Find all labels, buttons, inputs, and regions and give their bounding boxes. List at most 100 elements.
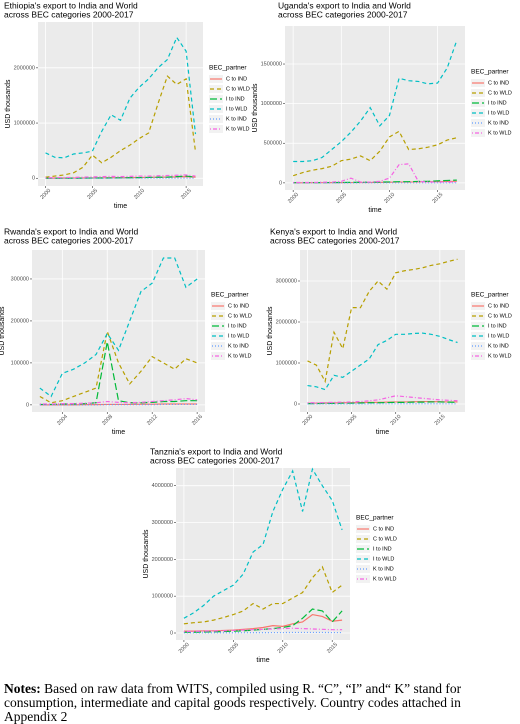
legend-label: K to IND <box>373 566 394 572</box>
legend-label: K to WLD <box>488 353 512 359</box>
x-tick-label: 2016 <box>191 414 204 427</box>
y-tick-label: 300000 <box>11 276 29 282</box>
x-tick-label: 2008 <box>101 414 114 427</box>
chart-title: across BEC categories 2000-2017 <box>4 9 134 19</box>
legend-title: BEC_partner <box>209 65 247 72</box>
x-tick-label: 2010 <box>133 188 146 201</box>
chart-title: across BEC categories 2000-2017 <box>4 235 134 245</box>
y-tick-label: 2000000 <box>152 557 173 563</box>
y-tick-label: 3000000 <box>152 520 173 526</box>
chart-panel: Tanznia's export to India and Worldacros… <box>143 446 397 664</box>
plot-background <box>32 250 205 412</box>
y-tick-label: 1000000 <box>276 360 297 366</box>
x-tick-label: 2000 <box>301 414 314 427</box>
y-axis-label: USD thousands <box>252 83 259 133</box>
x-tick-label: 2010 <box>277 642 290 655</box>
legend-label: I to WLD <box>226 106 247 112</box>
y-tick-label: 1000000 <box>152 594 173 600</box>
y-axis-label: USD thousands <box>267 306 274 356</box>
legend-label: C to WLD <box>226 86 250 92</box>
legend-label: C to WLD <box>228 313 252 319</box>
x-tick-label: 2010 <box>390 414 403 427</box>
x-tick-label: 2005 <box>86 188 99 201</box>
y-tick-label: 4000000 <box>152 483 173 489</box>
legend-label: C to IND <box>226 76 247 82</box>
x-tick-label: 2000 <box>178 642 191 655</box>
notes-label: Notes: <box>4 681 41 696</box>
y-tick-label: 2000000 <box>276 319 297 325</box>
y-tick-label: 3000000 <box>276 278 297 284</box>
y-tick-label: 100000 <box>11 360 29 366</box>
x-tick-label: 2004 <box>56 414 69 427</box>
x-tick-label: 2015 <box>326 642 339 655</box>
legend-label: K to WLD <box>226 126 250 132</box>
legend-title: BEC_partner <box>356 515 394 522</box>
chart-panel: Rwanda's export to India and Worldacross… <box>0 226 252 436</box>
y-tick-label: 2000000 <box>14 65 35 71</box>
y-tick-label: 1500000 <box>261 61 282 67</box>
chart-title: across BEC categories 2000-2017 <box>278 9 408 19</box>
x-tick-label: 2000 <box>39 188 52 201</box>
chart-panel: Kenya's export to India and Worldacross … <box>267 226 512 436</box>
x-tick-label: 2015 <box>180 188 193 201</box>
y-tick-label: 0 <box>26 402 29 408</box>
y-axis-label: USD thousands <box>143 529 150 579</box>
x-tick-label: 2005 <box>335 192 348 205</box>
y-tick-label: 0 <box>294 401 297 407</box>
legend-label: I to IND <box>228 323 247 329</box>
legend-label: I to WLD <box>488 333 509 339</box>
legend-label: C to IND <box>373 526 394 532</box>
legend-title: BEC_partner <box>471 69 509 76</box>
chart-title: across BEC categories 2000-2017 <box>150 455 280 465</box>
legend-label: I to IND <box>488 100 507 106</box>
legend-title: BEC_partner <box>211 292 249 299</box>
x-axis-label: time <box>112 429 125 436</box>
x-tick-label: 2012 <box>146 414 159 427</box>
legend-label: I to WLD <box>373 556 394 562</box>
notes: Notes: Based on raw data from WITS, comp… <box>4 682 516 724</box>
legend-label: I to WLD <box>488 110 509 116</box>
legend-title: BEC_partner <box>471 292 509 299</box>
legend-label: C to WLD <box>488 313 512 319</box>
x-axis-label: time <box>114 203 127 210</box>
figure: Ethiopia's export to India and Worldacro… <box>0 0 520 680</box>
legend-label: K to WLD <box>373 576 397 582</box>
y-axis-label: USD thousands <box>5 79 12 129</box>
x-tick-label: 2005 <box>227 642 240 655</box>
x-axis-label: time <box>368 207 381 214</box>
x-tick-label: 2015 <box>434 414 447 427</box>
y-tick-label: 1000000 <box>261 101 282 107</box>
y-tick-label: 0 <box>32 176 35 182</box>
y-tick-label: 0 <box>170 630 173 636</box>
x-axis-label: time <box>376 429 389 436</box>
legend-label: I to WLD <box>228 333 249 339</box>
x-tick-label: 2000 <box>287 192 300 205</box>
legend-label: K to IND <box>488 120 509 126</box>
chart-panel: Uganda's export to India and Worldacross… <box>252 0 512 214</box>
legend-label: K to WLD <box>228 353 252 359</box>
legend-label: C to IND <box>488 303 509 309</box>
x-axis-label: time <box>256 657 269 664</box>
chart-title: across BEC categories 2000-2017 <box>270 235 400 245</box>
x-tick-label: 2015 <box>431 192 444 205</box>
legend-label: I to IND <box>373 546 392 552</box>
y-tick-label: 0 <box>279 180 282 186</box>
legend-label: C to IND <box>228 303 249 309</box>
x-tick-label: 2005 <box>345 414 358 427</box>
legend-label: K to IND <box>228 343 249 349</box>
legend-label: K to IND <box>488 343 509 349</box>
plot-background <box>38 22 203 186</box>
plot-background <box>176 468 350 640</box>
x-tick-label: 2010 <box>383 192 396 205</box>
legend-label: I to IND <box>226 96 245 102</box>
legend-label: C to WLD <box>373 536 397 542</box>
notes-text: Based on raw data from WITS, compiled us… <box>4 681 461 724</box>
legend-label: C to WLD <box>488 90 512 96</box>
y-tick-label: 500000 <box>264 141 282 147</box>
plot-background <box>285 26 465 190</box>
legend-label: K to WLD <box>488 130 512 136</box>
y-tick-label: 200000 <box>11 318 29 324</box>
legend-label: K to IND <box>226 116 247 122</box>
legend-label: C to IND <box>488 80 509 86</box>
